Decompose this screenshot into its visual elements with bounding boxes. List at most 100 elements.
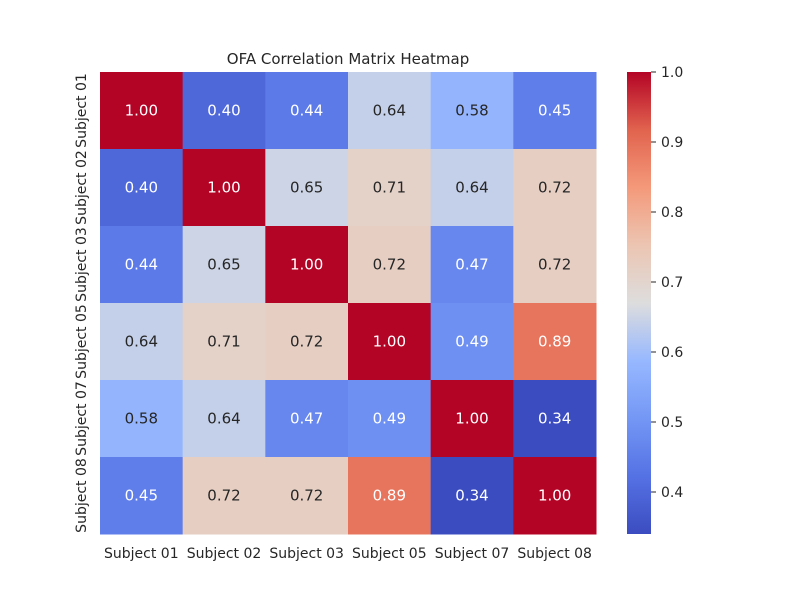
heatmap-cell-r5-c1 <box>100 380 184 458</box>
cell-value-label-r5-c4: 0.49 <box>373 410 406 428</box>
cell-value-label-r6-c2: 0.72 <box>207 487 240 505</box>
x-axis-tick-labels: Subject 01 Subject 02 Subject 03 Subject 05… <box>104 546 592 562</box>
cell-value-label-r3-c3: 1.00 <box>290 256 323 274</box>
colorbar-tick-label: 0.5 <box>661 415 683 431</box>
cell-value-label-r6-c1: 0.45 <box>125 487 158 505</box>
heatmap-cell-r1-c1 <box>100 72 184 150</box>
cell-value-label-r5-c1: 0.58 <box>125 410 158 428</box>
heatmap-cell-r4-c6 <box>513 303 597 381</box>
cell-value-label-r4-c5: 0.49 <box>455 333 488 351</box>
cell-value-label-r2-c3: 0.65 <box>290 179 323 197</box>
cell-value-label-r3-c2: 0.65 <box>207 256 240 274</box>
heatmap-cell-r3-c5 <box>430 226 514 304</box>
heatmap-cell-r1-c5 <box>430 72 514 150</box>
x-tick-label: Subject 08 <box>517 546 592 562</box>
cell-value-label-r3-c1: 0.44 <box>125 256 158 274</box>
heatmap-cell-r1-c6 <box>513 72 597 150</box>
heatmap-cell-r6-c6 <box>513 457 597 535</box>
cell-value-label-r6-c5: 0.34 <box>455 487 488 505</box>
heatmap-cell-r5-c5 <box>430 380 514 458</box>
cell-value-label-r6-c6: 1.00 <box>538 487 571 505</box>
colorbar-tick-label: 0.7 <box>661 275 683 291</box>
cell-value-label-r2-c2: 1.00 <box>207 179 240 197</box>
x-tick-label: Subject 03 <box>269 546 344 562</box>
heatmap-cell-r2-c3 <box>265 149 349 227</box>
y-tick-label: Subject 02 <box>74 150 90 225</box>
x-tick-label: Subject 02 <box>187 546 262 562</box>
cell-value-label-r3-c6: 0.72 <box>538 256 571 274</box>
colorbar-tick-label: 0.8 <box>661 205 683 221</box>
heatmap-cell-r5-c3 <box>265 380 349 458</box>
heatmap-cell-r6-c3 <box>265 457 349 535</box>
cell-value-label-r1-c2: 0.40 <box>207 102 240 120</box>
cell-value-label-r5-c3: 0.47 <box>290 410 323 428</box>
cell-value-label-r1-c6: 0.45 <box>538 102 571 120</box>
heatmap-cell-r4-c2 <box>182 303 266 381</box>
cell-value-label-r1-c5: 0.58 <box>455 102 488 120</box>
heatmap-cell-r2-c5 <box>430 149 514 227</box>
y-tick-label: Subject 07 <box>74 381 90 456</box>
heatmap-cell-r4-c3 <box>265 303 349 381</box>
colorbar-tick-label: 0.6 <box>661 345 683 361</box>
cell-value-label-r3-c4: 0.72 <box>373 256 406 274</box>
y-tick-label: Subject 01 <box>74 73 90 148</box>
cell-value-label-r4-c3: 0.72 <box>290 333 323 351</box>
heatmap-cell-r6-c4 <box>348 457 432 535</box>
heatmap-cell-r2-c2 <box>182 149 266 227</box>
heatmap-cell-r5-c6 <box>513 380 597 458</box>
heatmap-cell-r6-c2 <box>182 457 266 535</box>
colorbar-tick-label: 0.9 <box>661 135 683 151</box>
heatmap-cell-r1-c4 <box>348 72 432 150</box>
cell-value-label-r4-c1: 0.64 <box>125 333 158 351</box>
heatmap-cell-r2-c6 <box>513 149 597 227</box>
cell-value-label-r2-c1: 0.40 <box>125 179 158 197</box>
heatmap-cell-r2-c4 <box>348 149 432 227</box>
heatmap-cell-r3-c1 <box>100 226 184 304</box>
heatmap-cells <box>100 72 597 535</box>
heatmap-cell-r3-c2 <box>182 226 266 304</box>
colorbar-gradient <box>627 72 651 534</box>
cell-value-label-r6-c4: 0.89 <box>373 487 406 505</box>
colorbar: 0.4 0.5 0.6 0.7 0.8 0.9 1.0 <box>627 65 683 534</box>
cell-value-label-r3-c5: 0.47 <box>455 256 488 274</box>
x-tick-label: Subject 05 <box>352 546 427 562</box>
heatmap-cell-r6-c5 <box>430 457 514 535</box>
cell-value-label-r1-c4: 0.64 <box>373 102 406 120</box>
colorbar-tick-label: 0.4 <box>661 485 683 501</box>
cell-value-label-r5-c5: 1.00 <box>455 410 488 428</box>
heatmap-cell-r1-c3 <box>265 72 349 150</box>
heatmap-cell-r3-c4 <box>348 226 432 304</box>
heatmap-cell-r3-c6 <box>513 226 597 304</box>
x-tick-label: Subject 07 <box>435 546 510 562</box>
cell-value-label-r1-c1: 1.00 <box>125 102 158 120</box>
y-tick-label: Subject 03 <box>74 227 90 302</box>
cell-value-label-r4-c4: 1.00 <box>373 333 406 351</box>
heatmap-cell-r4-c4 <box>348 303 432 381</box>
cell-value-label-r4-c2: 0.71 <box>207 333 240 351</box>
heatmap-cell-r2-c1 <box>100 149 184 227</box>
cell-value-labels: 1.00 0.40 0.44 0.64 0.58 0.45 0.40 1.00 0.65 0.71… <box>125 102 572 505</box>
cell-value-label-r2-c6: 0.72 <box>538 179 571 197</box>
cell-value-label-r2-c4: 0.71 <box>373 179 406 197</box>
heatmap-cell-r5-c2 <box>182 380 266 458</box>
y-tick-label: Subject 05 <box>74 304 90 379</box>
heatmap-cell-r1-c2 <box>182 72 266 150</box>
y-tick-label: Subject 08 <box>74 458 90 533</box>
heatmap-cell-r6-c1 <box>100 457 184 535</box>
y-axis-tick-labels: Subject 01 Subject 02 Subject 03 Subject 05… <box>74 73 90 533</box>
cell-value-label-r6-c3: 0.72 <box>290 487 323 505</box>
cell-value-label-r1-c3: 0.44 <box>290 102 323 120</box>
cell-value-label-r5-c6: 0.34 <box>538 410 571 428</box>
heatmap-cell-r4-c5 <box>430 303 514 381</box>
heatmap-cell-r4-c1 <box>100 303 184 381</box>
cell-value-label-r2-c5: 0.64 <box>455 179 488 197</box>
chart-title: OFA Correlation Matrix Heatmap <box>227 50 469 68</box>
heatmap-cell-r5-c4 <box>348 380 432 458</box>
colorbar-tick-label: 1.0 <box>661 65 683 81</box>
x-tick-label: Subject 01 <box>104 546 179 562</box>
cell-value-label-r5-c2: 0.64 <box>207 410 240 428</box>
heatmap-cell-r3-c3 <box>265 226 349 304</box>
cell-value-label-r4-c6: 0.89 <box>538 333 571 351</box>
